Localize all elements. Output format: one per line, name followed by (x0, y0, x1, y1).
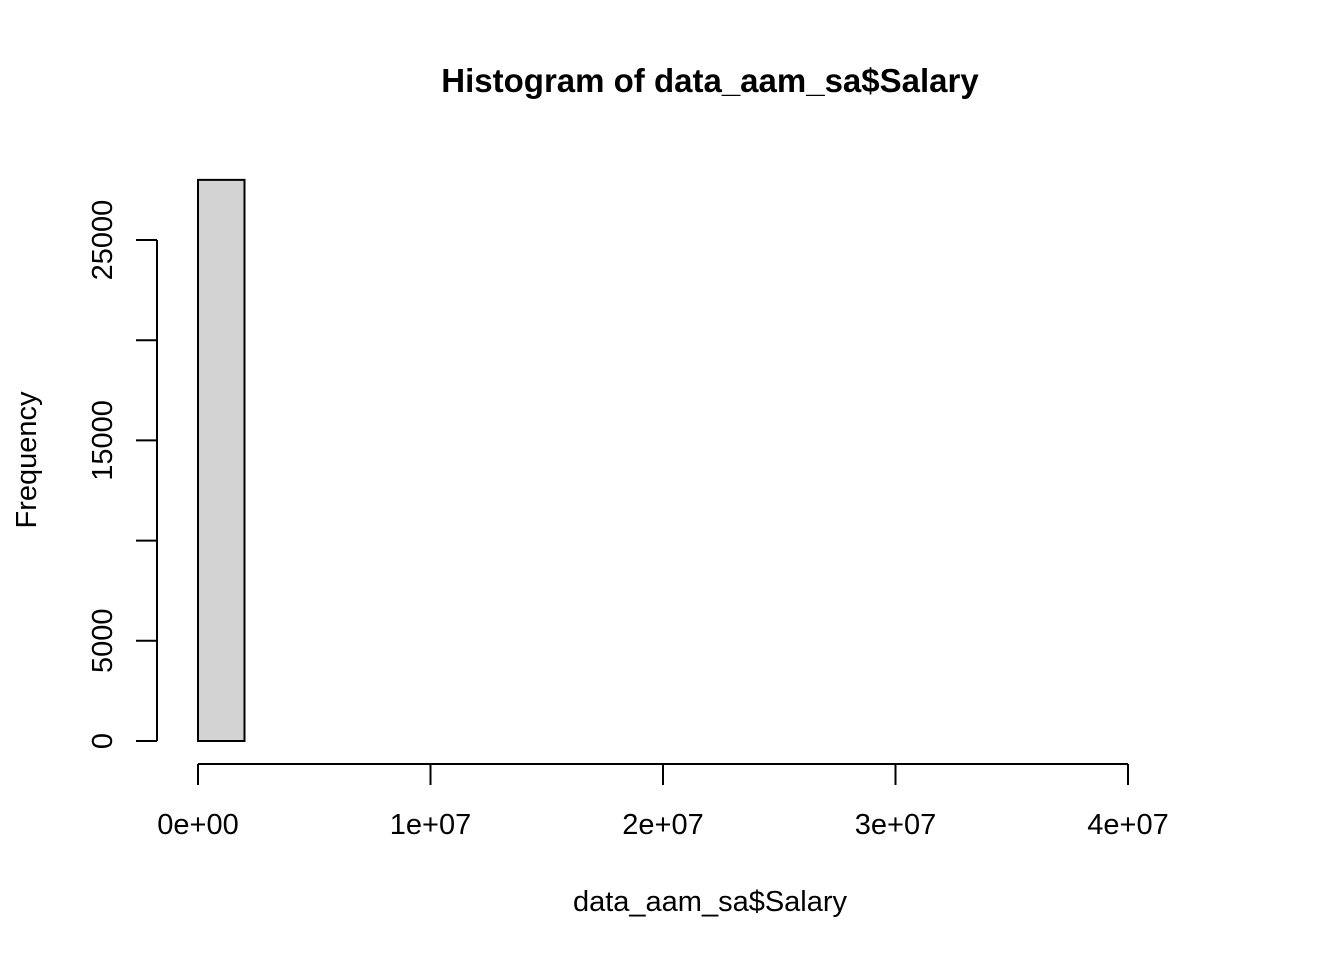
y-axis: 0 5000 15000 25000 (87, 200, 158, 749)
y-tick-label-3: 15000 (87, 400, 119, 481)
x-axis-label: data_aam_sa$Salary (573, 886, 848, 918)
x-tick-label-4: 4e+07 (1087, 809, 1168, 841)
histogram-bars (197, 178, 246, 742)
x-tick-label-3: 3e+07 (855, 809, 936, 841)
y-axis-label: Frequency (11, 391, 43, 529)
y-tick-label-0: 0 (87, 733, 119, 749)
chart-title: Histogram of data_aam_sa$Salary (441, 62, 979, 99)
x-tick-label-1: 1e+07 (390, 809, 471, 841)
x-tick-label-2: 2e+07 (622, 809, 703, 841)
y-tick-label-5: 25000 (87, 200, 119, 281)
x-axis: 0e+00 1e+07 2e+07 3e+07 4e+07 (157, 763, 1169, 841)
x-tick-label-0: 0e+00 (157, 809, 238, 841)
histogram-bar-0 (197, 178, 246, 742)
y-tick-label-1: 5000 (87, 609, 119, 674)
